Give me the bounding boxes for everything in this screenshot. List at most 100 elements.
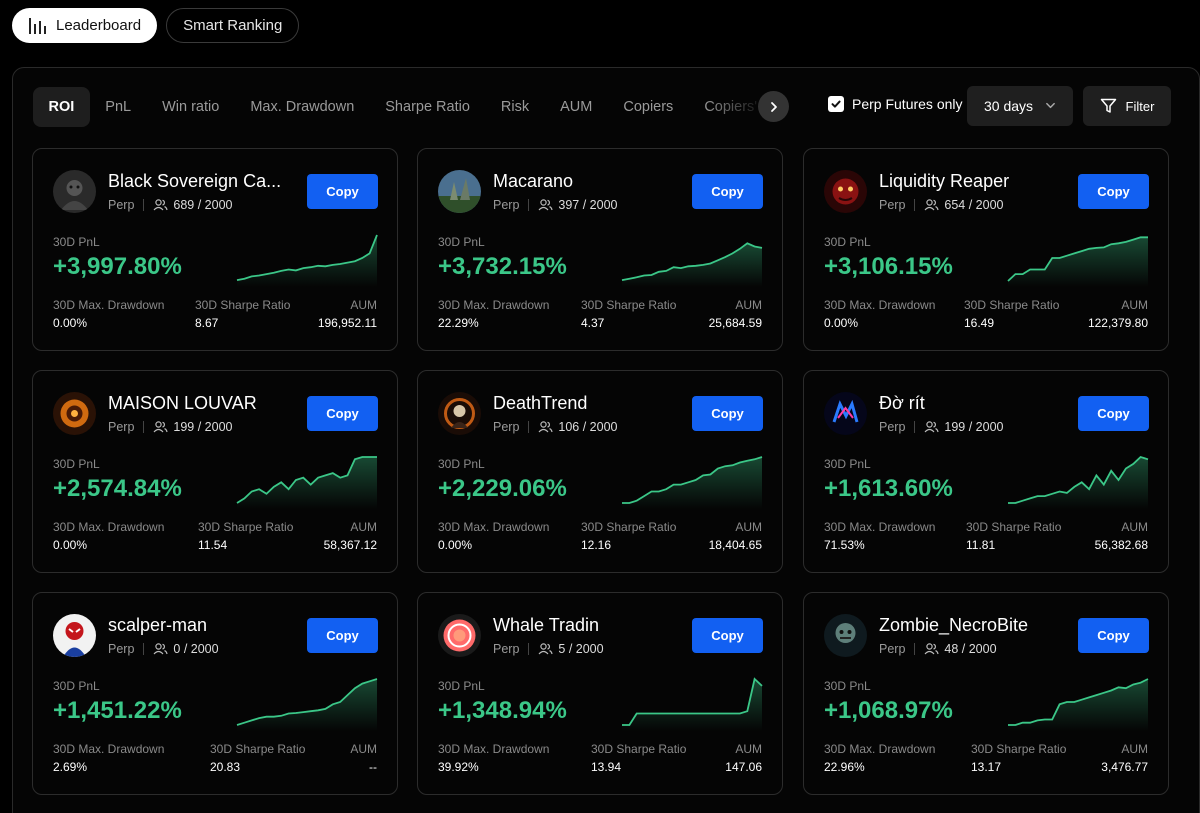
pnl-label: 30D PnL [824,679,871,693]
sharpe-value: 11.81 [966,538,996,552]
divider [528,643,530,655]
sparkline-line [1008,678,1149,726]
drawdown-label: 30D Max. Drawdown [53,298,165,312]
aum-label: AUM [350,742,377,756]
trader-card[interactable]: Whale Tradin Perp 5 / 2000 Copy 30D PnL +1,34… [417,592,783,795]
trader-card[interactable]: Zombie_NecroBite Perp 48 / 2000 Copy 30D PnL… [803,592,1169,795]
period-select[interactable]: 30 days [967,86,1073,126]
avatar [438,614,481,657]
trader-card[interactable]: Black Sovereign Ca... Perp 689 / 2000 Copy 3… [32,148,398,351]
sparkline-line [1008,455,1149,504]
tab-smart-ranking-label: Smart Ranking [183,17,283,34]
aum-value: 3,476.77 [1101,760,1148,774]
sort-tab-win-ratio[interactable]: Win ratio [162,98,220,115]
trader-card[interactable]: Macarano Perp 397 / 2000 Copy 30D PnL +3,732.… [417,148,783,351]
avatar [53,170,96,213]
sharpe-value: 4.37 [581,316,605,330]
pnl-sparkline [1007,236,1148,287]
pnl-value: +3,106.15% [824,253,953,280]
trader-name[interactable]: MAISON LOUVAR [108,393,257,413]
divider [143,643,145,655]
copy-button[interactable]: Copy [692,174,763,209]
aum-value: 18,404.65 [708,538,762,552]
trader-name[interactable]: Whale Tradin [493,615,600,635]
copy-button[interactable]: Copy [1078,618,1149,653]
perp-futures-only-label: Perp Futures only [852,96,963,112]
chevron-right-icon [770,101,777,112]
users-icon [153,421,168,433]
sharpe-label: 30D Sharpe Ratio [971,742,1067,756]
sparkline-area [237,457,377,509]
sparkline-area [237,679,377,731]
pnl-value: +1,068.97% [824,697,953,724]
sort-tab-roi[interactable]: ROI [33,86,90,127]
sparkline-line [622,677,763,726]
market-type: Perp [493,420,520,434]
sparkline-line [621,242,763,281]
trader-meta: Perp 199 / 2000 [108,420,233,434]
trader-name[interactable]: Macarano [493,171,574,191]
trader-name[interactable]: Liquidity Reaper [879,171,1010,191]
trader-card[interactable]: scalper-man Perp 0 / 2000 Copy 30D PnL +1,451… [32,592,398,795]
pnl-value: +1,451.22% [53,697,182,724]
drawdown-label: 30D Max. Drawdown [824,298,936,312]
copy-button[interactable]: Copy [692,396,763,431]
market-type: Perp [108,198,135,212]
sharpe-label: 30D Sharpe Ratio [581,520,677,534]
sort-tab-pnl[interactable]: PnL [105,98,132,115]
filter-label: Filter [1125,98,1155,114]
trader-card[interactable]: Đờ rít Perp 199 / 2000 Copy 30D PnL +1,613.60… [803,370,1169,573]
copier-count: 199 / 2000 [173,420,233,434]
copy-button[interactable]: Copy [692,618,763,653]
trader-name[interactable]: scalper-man [108,615,208,635]
sharpe-label: 30D Sharpe Ratio [581,298,677,312]
aum-label: AUM [350,298,377,312]
trader-name[interactable]: Black Sovereign Ca... [108,171,282,191]
sort-tab-aum[interactable]: AUM [560,98,593,115]
top-tabs: Leaderboard Smart Ranking [12,8,300,43]
market-type: Perp [493,642,520,656]
copy-button[interactable]: Copy [307,618,378,653]
trader-meta: Perp 199 / 2000 [879,420,1004,434]
scroll-right-button[interactable] [758,91,789,122]
trader-name[interactable]: DeathTrend [493,393,588,413]
drawdown-value: 39.92% [438,760,479,774]
sharpe-label: 30D Sharpe Ratio [210,742,306,756]
trader-card[interactable]: MAISON LOUVAR Perp 199 / 2000 Copy 30D PnL +2… [32,370,398,573]
sparkline-line [622,456,763,504]
pnl-label: 30D PnL [53,457,100,471]
tab-leaderboard[interactable]: Leaderboard [12,8,158,43]
aum-label: AUM [1121,298,1148,312]
sort-tab-copiers[interactable]: Copiers [623,98,674,115]
trader-name[interactable]: Zombie_NecroBite [879,615,1029,635]
users-icon [538,643,553,655]
pnl-sparkline [236,456,377,509]
avatar [824,392,867,435]
pnl-label: 30D PnL [824,235,871,249]
sharpe-value: 11.54 [198,538,228,552]
market-type: Perp [108,420,135,434]
copy-button[interactable]: Copy [1078,174,1149,209]
trader-card[interactable]: DeathTrend Perp 106 / 2000 Copy 30D PnL +2,22… [417,370,783,573]
copy-button[interactable]: Copy [307,174,378,209]
users-icon [924,643,939,655]
sort-tab-risk[interactable]: Risk [500,98,530,115]
tab-smart-ranking[interactable]: Smart Ranking [166,8,300,43]
trader-name[interactable]: Đờ rít [879,393,925,413]
aum-value: 58,367.12 [323,538,377,552]
copy-button[interactable]: Copy [307,396,378,431]
drawdown-value: 71.53% [824,538,865,552]
trader-card[interactable]: Liquidity Reaper Perp 654 / 2000 Copy 30D Pn… [803,148,1169,351]
pnl-value: +2,574.84% [53,475,182,502]
pnl-sparkline [236,678,378,731]
filter-icon [1100,98,1116,113]
filter-button[interactable]: Filter [1083,86,1171,126]
sort-tab-max-drawdown[interactable]: Max. Drawdown [250,98,355,115]
drawdown-label: 30D Max. Drawdown [438,520,550,534]
pnl-label: 30D PnL [824,457,871,471]
copy-button[interactable]: Copy [1078,396,1149,431]
sparkline-area [622,243,762,287]
perp-futures-only-checkbox[interactable]: Perp Futures only [828,96,963,112]
sort-tab-sharpe-ratio[interactable]: Sharpe Ratio [385,98,470,115]
sharpe-label: 30D Sharpe Ratio [966,520,1062,534]
